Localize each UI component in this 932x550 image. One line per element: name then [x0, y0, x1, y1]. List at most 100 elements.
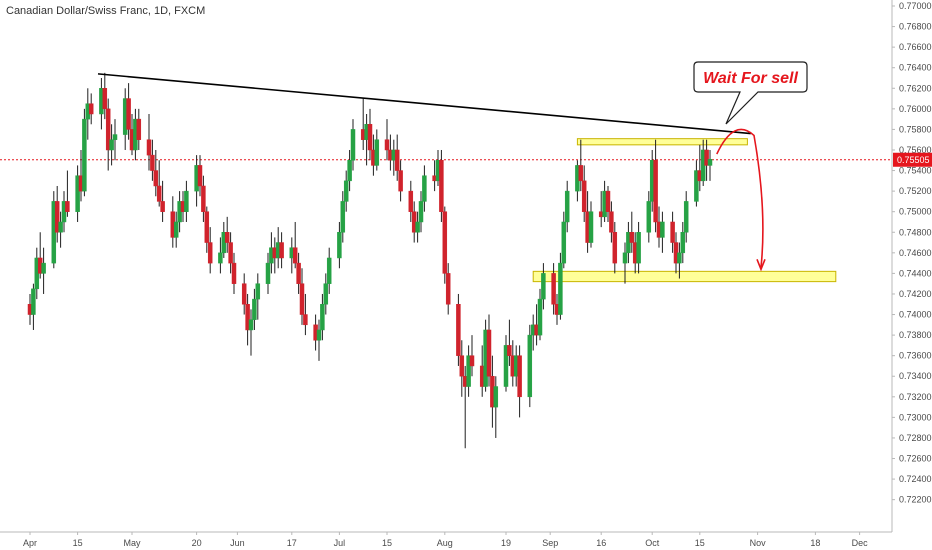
candle-body — [201, 185, 206, 212]
x-tick-label: Jun — [230, 538, 245, 548]
candle-body — [153, 170, 159, 187]
candle-body — [340, 201, 346, 233]
candle-body — [255, 283, 261, 300]
candle-body — [337, 232, 342, 259]
candle-body — [445, 273, 451, 305]
candle-body — [422, 175, 427, 202]
candle-body — [31, 288, 36, 315]
candle-body — [303, 314, 308, 326]
candle-body — [156, 185, 162, 202]
candle-body — [581, 180, 587, 212]
candle-body — [517, 355, 522, 398]
y-tick-label: 0.75000 — [899, 207, 932, 217]
candle-body — [456, 304, 461, 356]
candle-body — [173, 221, 179, 238]
candle-body — [367, 124, 373, 151]
support-zone — [532, 270, 837, 283]
candle-body — [503, 345, 509, 387]
y-tick-label: 0.73800 — [899, 330, 932, 340]
candle-body — [136, 118, 142, 140]
x-tick-label: 16 — [596, 538, 606, 548]
candle-body — [279, 242, 284, 259]
callout-text: Wait For sell — [703, 70, 798, 87]
y-tick-label: 0.76800 — [899, 22, 932, 32]
candle-body — [350, 129, 356, 161]
current-price-label: 0.75505 — [897, 155, 930, 165]
y-tick-label: 0.73600 — [899, 351, 932, 361]
candle-body — [296, 262, 301, 284]
candle-body — [415, 221, 420, 233]
y-tick-label: 0.75400 — [899, 166, 932, 176]
candle-body — [347, 160, 352, 182]
candle-body — [558, 262, 563, 315]
x-tick-label: 18 — [810, 538, 820, 548]
candle-body — [704, 149, 709, 166]
y-tick-label: 0.75800 — [899, 124, 932, 134]
y-tick-label: 0.75600 — [899, 145, 932, 155]
y-tick-label: 0.76000 — [899, 104, 932, 114]
candle-body — [636, 232, 641, 264]
trendline — [97, 73, 751, 135]
candle-body — [442, 211, 448, 274]
candle-body — [660, 221, 665, 238]
candle-body — [292, 247, 298, 264]
x-tick-label: Aug — [437, 538, 453, 548]
candle-body — [398, 170, 403, 192]
y-tick-label: 0.75200 — [899, 186, 932, 196]
candle-body — [612, 232, 618, 264]
candle-body — [466, 355, 471, 387]
candle-body — [527, 334, 533, 398]
candle-body — [694, 170, 699, 202]
projection-arrow — [716, 128, 764, 268]
candle-body — [418, 201, 424, 223]
y-tick-label: 0.74800 — [899, 227, 932, 237]
candle-body — [408, 190, 414, 212]
candle-body — [299, 283, 305, 315]
candle-body — [537, 298, 543, 336]
candle-body — [459, 355, 465, 377]
candle-body — [102, 88, 108, 110]
y-tick-label: 0.74400 — [899, 268, 932, 278]
candle-body — [54, 201, 60, 233]
candle-body — [439, 160, 444, 212]
chart-title: Canadian Dollar/Swiss Franc, 1D, FXCM — [6, 5, 206, 17]
y-tick-label: 0.74000 — [899, 310, 932, 320]
y-tick-label: 0.72800 — [899, 433, 932, 443]
y-tick-label: 0.76400 — [899, 63, 932, 73]
candle-body — [653, 160, 658, 223]
candle-body — [677, 252, 682, 264]
candle-body — [605, 190, 611, 212]
y-tick-label: 0.76200 — [899, 83, 932, 93]
candle-body — [394, 149, 400, 171]
candle-body — [41, 262, 46, 274]
candle-body — [384, 139, 390, 151]
candle-body — [374, 139, 380, 166]
y-tick-label: 0.76600 — [899, 42, 932, 52]
y-tick-label: 0.74200 — [899, 289, 932, 299]
current-price-tag — [893, 152, 932, 167]
x-tick-label: 17 — [287, 538, 297, 548]
candle-body — [228, 242, 233, 264]
y-tick-label: 0.73200 — [899, 392, 932, 402]
x-tick-label: Nov — [750, 538, 767, 548]
candle-body — [146, 139, 152, 156]
candle-body — [561, 221, 567, 264]
candle-body — [469, 355, 475, 367]
candle-body — [564, 190, 570, 223]
candle-body — [683, 201, 689, 233]
y-tick-label: 0.72600 — [899, 454, 932, 464]
candle-body — [82, 118, 87, 192]
callout-bubble — [693, 61, 808, 125]
candle-body — [486, 329, 492, 377]
candle-body — [218, 252, 223, 264]
x-tick-label: 15 — [695, 538, 705, 548]
candle-body — [245, 304, 250, 331]
x-tick-label: Dec — [852, 538, 869, 548]
candle-body — [609, 211, 614, 233]
candle-body — [112, 134, 118, 140]
candle-body — [343, 180, 349, 202]
candle-body — [588, 211, 594, 243]
x-tick-label: Sep — [542, 538, 558, 548]
